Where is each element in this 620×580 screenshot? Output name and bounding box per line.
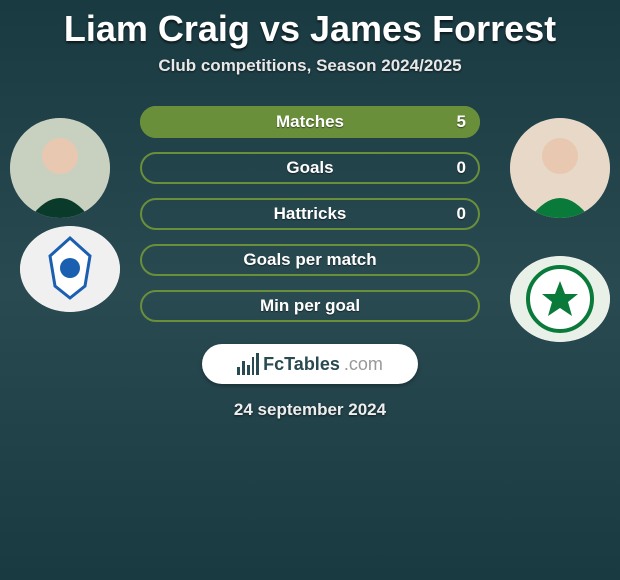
stat-value-right: 0 (457, 158, 466, 178)
player2-name: James Forrest (310, 8, 556, 49)
footer-date: 24 september 2024 (0, 400, 620, 420)
logo-text-tld: .com (344, 354, 383, 375)
stats-container: Matches 5 Goals 0 Hattricks 0 Goals per … (140, 106, 480, 322)
stat-value-right: 0 (457, 204, 466, 224)
stat-bar-goals-per-match: Goals per match (140, 244, 480, 276)
subtitle: Club competitions, Season 2024/2025 (0, 56, 620, 76)
player2-avatar (510, 118, 610, 218)
stat-value-right: 5 (457, 112, 466, 132)
chart-icon (237, 353, 259, 375)
stat-bar-hattricks: Hattricks 0 (140, 198, 480, 230)
fctables-logo: FcTables.com (202, 344, 418, 384)
stat-bar-min-per-goal: Min per goal (140, 290, 480, 322)
stat-bar-matches: Matches 5 (140, 106, 480, 138)
stat-label: Hattricks (274, 204, 347, 224)
logo-text-main: FcTables (263, 354, 340, 375)
stat-label: Min per goal (260, 296, 360, 316)
stat-label: Goals (286, 158, 333, 178)
vs-text: vs (260, 8, 300, 49)
player1-club-crest (20, 226, 120, 312)
player2-club-crest (510, 256, 610, 342)
stat-label: Matches (276, 112, 344, 132)
player1-avatar (10, 118, 110, 218)
page-title: Liam Craig vs James Forrest (0, 0, 620, 56)
stat-bar-goals: Goals 0 (140, 152, 480, 184)
stat-label: Goals per match (243, 250, 376, 270)
player1-name: Liam Craig (64, 8, 250, 49)
